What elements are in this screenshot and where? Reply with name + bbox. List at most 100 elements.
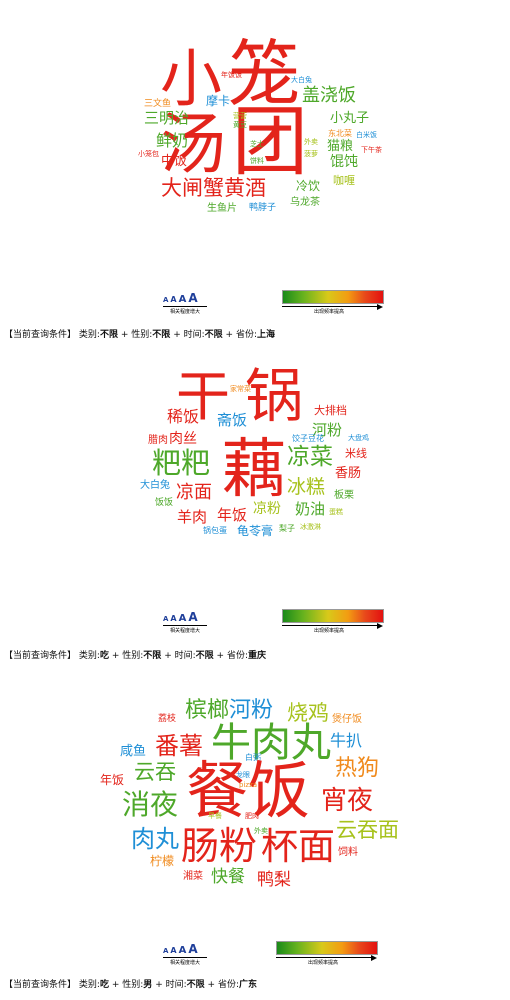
word[interactable]: 龟苓膏 xyxy=(237,524,274,538)
word[interactable]: 肉丸 xyxy=(131,825,179,853)
word[interactable]: 龙眼 xyxy=(236,771,250,779)
word[interactable]: 锅包蛋 xyxy=(203,526,227,535)
word[interactable]: 团 xyxy=(232,97,308,186)
word[interactable]: 大盘鸡 xyxy=(348,434,369,442)
word[interactable]: 营营 xyxy=(233,112,247,120)
word[interactable]: 下午茶 xyxy=(361,146,382,154)
word[interactable]: 锅 xyxy=(245,362,304,430)
word[interactable]: 三文鱼 xyxy=(144,99,172,109)
word[interactable]: 三明治 xyxy=(144,109,190,127)
word[interactable]: 餐饭 xyxy=(186,754,311,827)
word[interactable]: 河粉 xyxy=(229,698,274,723)
word[interactable]: 羊肉 xyxy=(177,508,208,526)
word[interactable]: 番薯 xyxy=(155,732,203,760)
word[interactable]: 大闸蟹黄酒 xyxy=(161,176,266,200)
word[interactable]: 烧鸡 xyxy=(287,701,329,725)
word[interactable]: 热狗 xyxy=(335,756,380,781)
word[interactable]: 米线 xyxy=(345,447,367,460)
word[interactable]: 生鱼片 xyxy=(207,203,237,214)
legend-arrow xyxy=(163,306,207,307)
word[interactable]: 奶油 xyxy=(295,500,326,518)
word[interactable]: 笼 xyxy=(228,32,301,116)
word[interactable]: 饺子豆花 xyxy=(292,434,324,443)
word[interactable]: 小 xyxy=(160,42,223,115)
word[interactable]: 干 xyxy=(176,365,230,428)
word[interactable]: 白米饭 xyxy=(356,131,377,139)
word[interactable]: 肉丝 xyxy=(169,431,197,447)
word[interactable]: 小丸子 xyxy=(330,111,370,126)
word[interactable]: 云吞 xyxy=(134,760,176,784)
word[interactable]: 稀饭 xyxy=(167,407,200,426)
word[interactable]: 板栗 xyxy=(334,490,354,501)
word[interactable]: 大白兔 xyxy=(291,76,312,84)
word[interactable]: 梨子 xyxy=(279,524,295,533)
word[interactable]: 荔枝 xyxy=(158,714,177,724)
word[interactable]: 大排档 xyxy=(314,404,347,417)
word[interactable]: 香肠 xyxy=(335,466,362,481)
word-cloud-2: 干 锅 家常菜 大排档 稀饭 斋饭 河粉 腊肉 肉丝 饺子豆花 大盘鸡 藕 粑粑… xyxy=(0,345,510,610)
word[interactable]: 冷饮 xyxy=(296,179,321,193)
word[interactable]: 猫粮 xyxy=(327,139,354,154)
word[interactable]: 粑粑 xyxy=(152,446,211,480)
legend-left-label: 相关程度增大 xyxy=(170,960,201,966)
word[interactable]: 槟榔 xyxy=(185,698,230,723)
word[interactable]: 中饭 xyxy=(161,154,188,169)
word[interactable]: 大白兔 xyxy=(140,480,170,491)
word[interactable]: 饭饭 xyxy=(155,498,174,508)
word[interactable]: 河粉 xyxy=(312,421,343,439)
word[interactable]: 摩卡 xyxy=(206,94,231,108)
word[interactable]: 牛扒 xyxy=(330,731,363,750)
word[interactable]: 肠粉 xyxy=(181,824,258,868)
word[interactable]: 藕 xyxy=(222,433,286,507)
word[interactable]: 咖喱 xyxy=(333,174,355,187)
word[interactable]: 冰激淋 xyxy=(300,523,321,531)
word[interactable]: 盖浇饭 xyxy=(302,85,356,106)
word[interactable]: 东北菜 xyxy=(328,129,352,138)
word[interactable]: 肥肉 xyxy=(245,812,259,820)
word[interactable]: 外卖 xyxy=(304,138,318,146)
word[interactable]: 消夜 xyxy=(122,788,179,821)
word[interactable]: 外卖 xyxy=(254,827,268,835)
arrow-right-icon xyxy=(377,623,383,629)
word[interactable]: 斋饭 xyxy=(217,411,248,429)
word[interactable]: 凉粉 xyxy=(253,501,281,517)
word[interactable]: 牛肉丸 xyxy=(211,720,331,766)
word[interactable]: 湘菜 xyxy=(183,871,203,882)
word[interactable]: 菠萝 xyxy=(304,150,318,158)
word[interactable]: 年饭饭 xyxy=(221,71,242,79)
word[interactable]: 云吞面 xyxy=(336,818,399,842)
query-condition: 【当前查询条件】 类别:吃 + 性别:不限 + 时间:不限 + 省份:重庆 xyxy=(4,651,267,661)
color-gradient-bar xyxy=(282,290,384,304)
word[interactable]: 白粥 xyxy=(245,753,261,762)
word[interactable]: 柠檬 xyxy=(150,854,175,868)
color-gradient-bar xyxy=(282,609,384,623)
word[interactable]: 冰糕 xyxy=(287,476,326,498)
word[interactable]: 黄豆 xyxy=(233,121,247,129)
word[interactable]: 乌龙茶 xyxy=(290,197,320,208)
word[interactable]: 宵夜 xyxy=(321,786,374,816)
word[interactable]: 煲仔饭 xyxy=(332,714,362,725)
word[interactable]: 杯面 xyxy=(261,825,335,868)
word[interactable]: 饼料 xyxy=(250,157,264,165)
word[interactable]: 快餐 xyxy=(211,867,245,887)
word[interactable]: 芝士 xyxy=(250,140,264,148)
word[interactable]: 鲜奶 xyxy=(156,131,189,150)
color-gradient-bar xyxy=(276,941,378,955)
word[interactable]: 鸭脖子 xyxy=(249,203,277,213)
word[interactable]: 馄饨 xyxy=(330,154,358,170)
word[interactable]: 腊肉 xyxy=(148,435,168,446)
word[interactable]: 咸鱼 xyxy=(120,744,147,759)
word[interactable]: 年饭 xyxy=(100,773,125,787)
word[interactable]: 早餐 xyxy=(208,812,222,820)
word[interactable]: 家常菜 xyxy=(230,385,251,393)
word[interactable]: 鸭梨 xyxy=(257,870,291,890)
word[interactable]: 年饭 xyxy=(217,506,248,524)
word[interactable]: 饲料 xyxy=(338,847,358,858)
word[interactable]: 凉面 xyxy=(176,482,212,503)
word[interactable]: 小笼包 xyxy=(138,150,159,158)
word[interactable]: 凉菜 xyxy=(287,444,333,470)
word[interactable]: pizza xyxy=(239,781,258,789)
word[interactable]: 汤 xyxy=(160,106,226,183)
word[interactable]: 蛋糕 xyxy=(329,508,343,516)
